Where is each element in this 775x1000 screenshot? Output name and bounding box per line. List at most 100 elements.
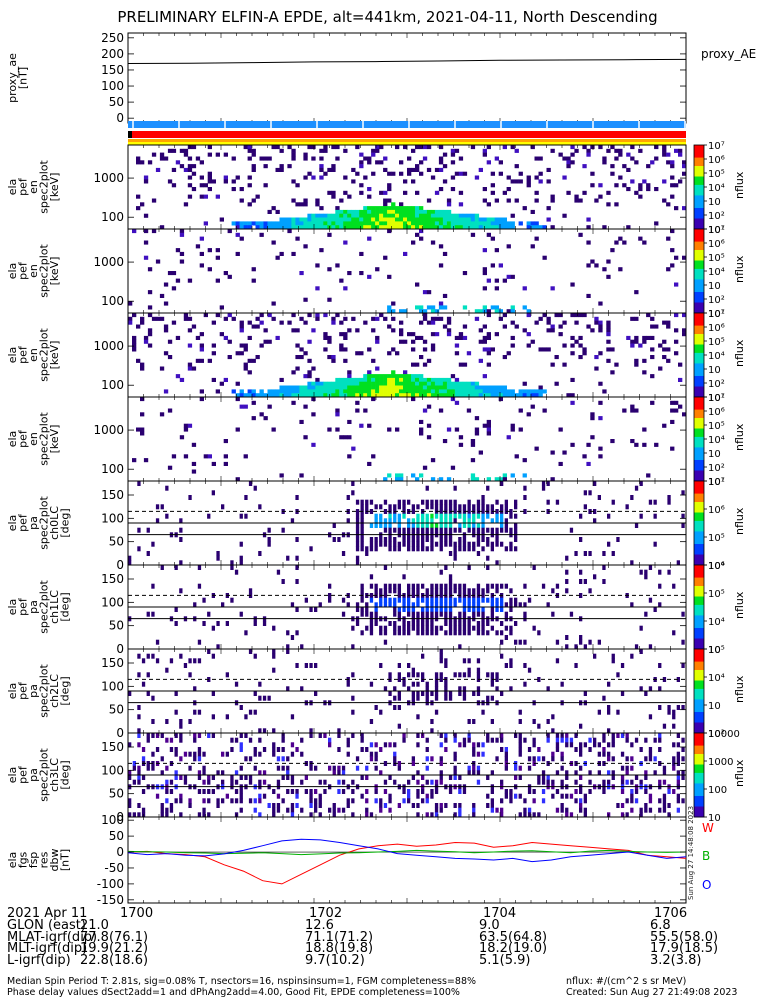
pa-panel-1-cell	[463, 612, 466, 617]
pa-panel-0-cell	[388, 504, 391, 509]
energy-panel-1-cell	[379, 218, 383, 222]
pa-panel-3-cell	[370, 742, 373, 747]
pa-panel-3-cell	[472, 808, 475, 813]
pa-panel-0-cell	[426, 537, 429, 542]
energy-panel-1-cell	[327, 218, 331, 222]
pa-panel-3-cell	[300, 808, 303, 813]
pa-panel-3-cell	[584, 808, 587, 813]
pa-panel-3-cell	[630, 794, 633, 799]
energy-panel-3-cell	[407, 382, 411, 386]
pa-panel-3-cell	[379, 808, 382, 813]
energy-panel-3-cell	[132, 313, 136, 317]
energy-panel-3-cell	[280, 389, 284, 393]
pa-panel-0-cell	[612, 500, 615, 505]
energy-panel-4-cell	[590, 416, 594, 420]
energy-panel-3-cell	[646, 313, 650, 317]
energy-panel-3-cell	[200, 347, 204, 351]
pa-panel-3-cell	[314, 808, 317, 813]
energy-panel-3-cell	[415, 382, 419, 386]
energy-panel-3-cell	[367, 386, 371, 390]
energy-panel-1-cell	[387, 172, 391, 176]
energy-panel-1-cell	[319, 149, 323, 153]
energy-panel-1-cell	[359, 183, 363, 187]
energy-panel-1-cell	[391, 210, 395, 214]
energy-panel-4-cell	[180, 435, 184, 439]
pa-panel-3-cell	[198, 733, 201, 738]
energy-panel-3-cell	[383, 374, 387, 378]
pa-panel-3-cell	[440, 775, 443, 780]
pa-panel-0-cell	[370, 537, 373, 542]
energy-panel-3-cell	[535, 321, 539, 325]
pa-panel-1-cell	[426, 607, 429, 612]
pa-panel-3-cell	[347, 803, 350, 808]
pa-panel-1-cell	[565, 579, 568, 584]
energy-panel-1-cell	[204, 221, 208, 225]
pa-panel-3-cell	[291, 752, 294, 757]
energy-panel-1-cell	[598, 183, 602, 187]
energy-panel-1-cell	[511, 145, 515, 149]
energy-panel-3-cell	[570, 378, 574, 382]
energy-panel-1-ylabel: elapefenspec2plot[keV]	[6, 160, 61, 214]
energy-panel-1-cell	[311, 214, 315, 218]
energy-panel-4-cell	[184, 454, 188, 458]
pa-panel-2-cell	[458, 672, 461, 677]
pa-panel-1-cell	[393, 612, 396, 617]
energy-panel-3-cell	[299, 317, 303, 321]
pa-panel-3-cell	[561, 756, 564, 761]
energy-panel-1-cell	[291, 199, 295, 203]
pa-panel-0-cell	[440, 523, 443, 528]
pa-panel-0-cell	[402, 504, 405, 509]
pa-panel-1-cell	[458, 612, 461, 617]
energy-panel-3-cell	[491, 389, 495, 393]
energy-panel-2-cell	[586, 241, 590, 245]
pa-panel-3-cell	[226, 752, 229, 757]
pa-panel-1-cell	[681, 612, 684, 617]
pa-panel-3-cell	[161, 808, 164, 813]
pa-panel-3-cell	[323, 789, 326, 794]
energy-panel-3-cell	[427, 378, 431, 382]
pa-panel-3-cell	[249, 780, 252, 785]
energy-panel-1-cell	[491, 221, 495, 225]
energy-panel-1-cell	[670, 164, 674, 168]
pa-panel-0-cell	[402, 542, 405, 547]
energy-panel-4-cell	[471, 473, 475, 477]
energy-panel-4-cell	[311, 443, 315, 447]
pa-panel-0-cell	[463, 537, 466, 542]
energy-panel-3-cell	[359, 382, 363, 386]
energy-panel-1-cell	[574, 149, 578, 153]
pa-panel-3-cell	[207, 775, 210, 780]
pa-panel-2-cell	[379, 710, 382, 715]
pa-panel-0-cell	[402, 528, 405, 533]
energy-panel-3-cell	[268, 389, 272, 393]
energy-panel-4-cell	[511, 473, 515, 477]
energy-panel-1-cell	[435, 210, 439, 214]
pa-panel-0-cell	[477, 551, 480, 556]
pa-panel-1-cell	[463, 588, 466, 593]
pa-panel-3-cell	[272, 747, 275, 752]
pa-panel-2-cell	[240, 705, 243, 710]
pa-panel-3-cell	[672, 756, 675, 761]
energy-panel-2-cell	[375, 267, 379, 271]
pa-panel-0-cell	[435, 504, 438, 509]
pa-panel-2-cell	[616, 710, 619, 715]
energy-panel-1-cell	[678, 179, 682, 183]
pa-panel-0-cell	[556, 500, 559, 505]
energy-panel-2-cell	[172, 286, 176, 290]
pa-panel-3-cell	[244, 775, 247, 780]
red-bar	[128, 131, 686, 138]
vertical-timestamp: Sun Aug 27 14:48:08 2023	[687, 806, 695, 900]
pa-panel-0-cell	[486, 514, 489, 519]
energy-panel-1-cell	[503, 145, 507, 149]
energy-panel-3-cell	[164, 325, 168, 329]
pa-panel-0-cell	[384, 523, 387, 528]
pa-panel-1-cell	[426, 612, 429, 617]
pa-panel-3-cell	[588, 747, 591, 752]
energy-panel-1-cell	[435, 221, 439, 225]
energy-panel-1-cell	[566, 164, 570, 168]
energy-panel-4-cell	[311, 412, 315, 416]
pa-panel-0-cell	[388, 546, 391, 551]
energy-panel-1-cell	[399, 210, 403, 214]
pa-panel-1-cell	[202, 598, 205, 603]
pa-panel-1-cell	[407, 621, 410, 626]
energy-panel-1-cell	[351, 221, 355, 225]
